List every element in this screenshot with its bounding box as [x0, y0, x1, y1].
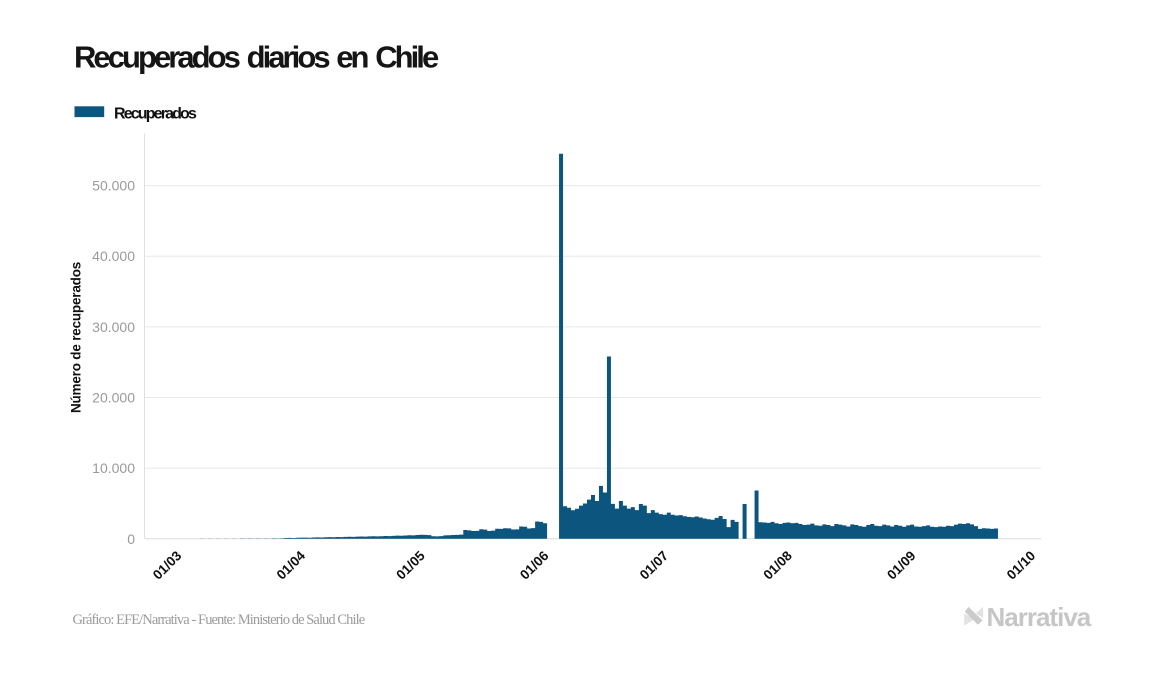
- svg-text:Gráfico: EFE/Narrativa - Fuent: Gráfico: EFE/Narrativa - Fuente: Ministe…: [73, 612, 365, 628]
- svg-text:20.000: 20.000: [92, 390, 135, 406]
- svg-text:30.000: 30.000: [92, 319, 135, 335]
- svg-text:Recuperados: Recuperados: [114, 106, 197, 123]
- svg-text:10.000: 10.000: [92, 460, 135, 476]
- svg-text:Número de recuperados: Número de recuperados: [69, 262, 84, 413]
- svg-text:0: 0: [127, 531, 135, 547]
- svg-text:Narrativa: Narrativa: [987, 602, 1092, 632]
- svg-text:50.000: 50.000: [92, 178, 135, 194]
- svg-text:40.000: 40.000: [92, 248, 135, 264]
- svg-text:Recuperados diarios en Chile: Recuperados diarios en Chile: [74, 40, 439, 75]
